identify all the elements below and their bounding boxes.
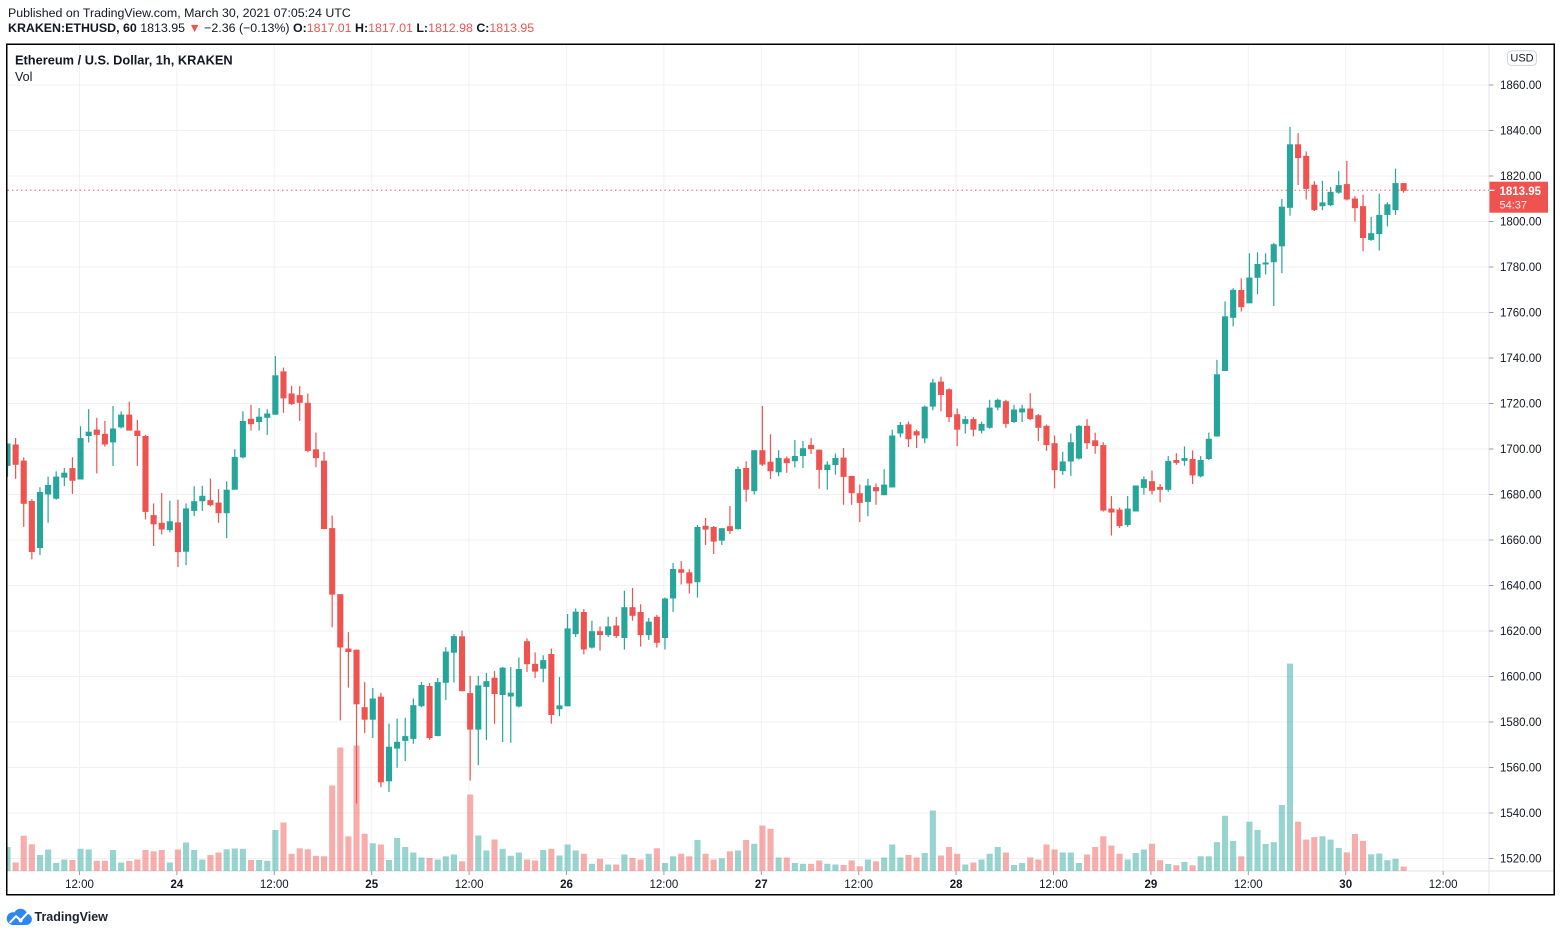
svg-text:24: 24	[171, 879, 184, 891]
svg-text:12:00: 12:00	[1234, 879, 1263, 891]
svg-text:29: 29	[1145, 879, 1158, 891]
svg-text:1760.00: 1760.00	[1500, 308, 1542, 320]
svg-text:28: 28	[950, 879, 963, 891]
svg-text:Vol: Vol	[15, 70, 32, 84]
svg-text:TradingView: TradingView	[35, 910, 109, 924]
svg-text:1600.00: 1600.00	[1500, 672, 1542, 684]
svg-text:1560.00: 1560.00	[1500, 763, 1542, 775]
svg-text:Ethereum / U.S. Dollar, 1h, KR: Ethereum / U.S. Dollar, 1h, KRAKEN	[15, 53, 233, 68]
svg-text:1820.00: 1820.00	[1500, 171, 1542, 183]
svg-text:12:00: 12:00	[1039, 879, 1068, 891]
svg-text:27: 27	[755, 879, 768, 891]
svg-text:12:00: 12:00	[65, 879, 94, 891]
svg-text:1660.00: 1660.00	[1500, 535, 1542, 547]
svg-text:12:00: 12:00	[260, 879, 289, 891]
svg-text:1540.00: 1540.00	[1500, 808, 1542, 820]
svg-text:1620.00: 1620.00	[1500, 626, 1542, 638]
svg-text:1813.95: 1813.95	[1500, 186, 1542, 198]
svg-text:12:00: 12:00	[1429, 879, 1458, 891]
svg-text:1800.00: 1800.00	[1500, 217, 1542, 229]
svg-text:1680.00: 1680.00	[1500, 490, 1542, 502]
svg-text:30: 30	[1339, 879, 1352, 891]
svg-text:12:00: 12:00	[844, 879, 873, 891]
svg-text:1580.00: 1580.00	[1500, 717, 1542, 729]
svg-text:1740.00: 1740.00	[1500, 353, 1542, 365]
svg-text:26: 26	[560, 879, 573, 891]
svg-text:1840.00: 1840.00	[1500, 126, 1542, 138]
svg-text:1860.00: 1860.00	[1500, 80, 1542, 92]
svg-text:1640.00: 1640.00	[1500, 581, 1542, 593]
svg-text:54:37: 54:37	[1500, 200, 1528, 212]
svg-text:1520.00: 1520.00	[1500, 854, 1542, 866]
svg-text:USD: USD	[1510, 53, 1533, 65]
svg-text:1780.00: 1780.00	[1500, 262, 1542, 274]
svg-text:12:00: 12:00	[650, 879, 679, 891]
svg-text:1720.00: 1720.00	[1500, 399, 1542, 411]
svg-text:12:00: 12:00	[455, 879, 484, 891]
svg-text:KRAKEN:ETHUSD, 60 1813.95 ▼ −: KRAKEN:ETHUSD, 60 1813.95 ▼ −2.36 (−0.13…	[8, 21, 534, 35]
svg-text:Published on TradingView.com,: Published on TradingView.com, March 30, …	[8, 6, 351, 20]
svg-text:25: 25	[365, 879, 378, 891]
svg-text:1700.00: 1700.00	[1500, 444, 1542, 456]
